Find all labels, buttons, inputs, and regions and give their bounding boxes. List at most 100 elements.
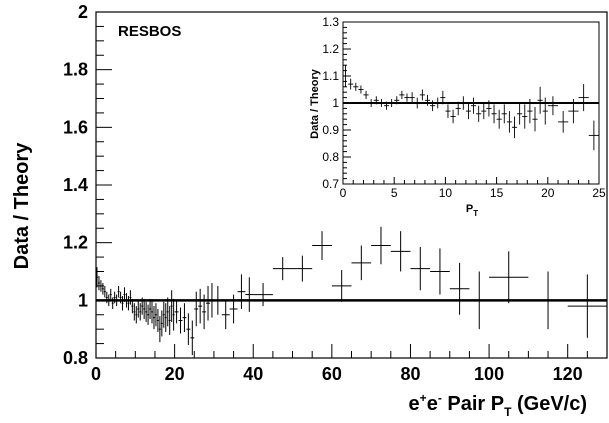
inset-data-point	[424, 94, 431, 106]
main-data-point	[331, 270, 352, 302]
main-data-point	[164, 303, 167, 333]
y-tick-label: 0.7	[322, 177, 339, 191]
main-data-point	[410, 246, 431, 291]
main-data-point	[168, 306, 171, 335]
main-data-point	[182, 303, 187, 333]
main-data-point	[186, 313, 191, 346]
inset-data-point	[491, 104, 497, 124]
y-tick-label: 1.4	[63, 175, 88, 195]
main-data-point	[123, 287, 126, 302]
y-tick-label: 0.8	[63, 348, 88, 368]
main-data-point	[166, 297, 169, 327]
inset-y-axis-title: Data / Theory	[309, 68, 321, 139]
main-data-point	[154, 303, 157, 327]
y-tick-label: 2	[78, 2, 88, 22]
main-data-point	[237, 274, 246, 309]
inset-data-point	[537, 86, 543, 114]
inset-data-point	[481, 103, 487, 120]
main-data-point	[105, 291, 108, 304]
main-data-point	[292, 255, 313, 282]
inset-data-point	[568, 98, 579, 124]
x-tick-label: 15	[490, 186, 504, 200]
main-data-point	[489, 251, 529, 304]
main-data-point	[253, 283, 273, 307]
main-data-point	[145, 301, 148, 322]
main-data-point	[469, 271, 490, 330]
x-tick-label: 0	[91, 364, 101, 384]
inset-data-point	[578, 84, 589, 112]
main-data-point	[143, 298, 146, 320]
inset-data-point	[506, 111, 512, 133]
y-tick-label: 1.3	[322, 15, 339, 29]
inset-data-point	[460, 96, 466, 110]
x-tick-label: 40	[243, 364, 263, 384]
main-data-point	[129, 290, 132, 305]
inset-data-point	[547, 96, 559, 116]
main-data-point	[430, 248, 450, 295]
main-data-point	[528, 271, 568, 330]
inset-data-point	[394, 96, 400, 105]
main-data-point	[198, 288, 203, 324]
main-data-points	[96, 226, 607, 356]
main-data-point	[131, 298, 134, 314]
main-data-point	[149, 298, 152, 320]
main-data-point	[103, 285, 106, 298]
main-data-point	[111, 297, 114, 309]
main-plot: 0 20 40 60 80 100 120 0.811.21.41.61.82 RESBOS…	[11, 2, 608, 419]
inset-data-point	[465, 103, 471, 120]
main-y-axis-ticks: 0.8 1 1.2 1.4 1.6 1.8 2	[63, 2, 112, 368]
y-tick-label: 1.8	[63, 60, 88, 80]
inset-data-point	[511, 116, 518, 139]
main-data-point	[160, 310, 163, 337]
inset-data-point	[409, 92, 415, 103]
main-data-point	[213, 285, 222, 315]
inset-data-point	[558, 111, 569, 133]
main-data-point	[206, 285, 210, 321]
inset-data-point	[383, 101, 390, 110]
inset-y-axis-ticks: 0.7 0.8 0.9 1 1.1 1.2 1.3	[322, 15, 351, 191]
x-tick-label: 100	[474, 364, 504, 384]
main-data-point	[229, 294, 238, 324]
inset-plot: 0 5 10 15 20 25 0.7 0.8 0.9 1 1.1 1.2 1.3 Data / Th…	[309, 15, 606, 218]
main-data-point	[170, 290, 173, 322]
main-data-point	[202, 294, 207, 330]
inset-x-axis-title: PT	[466, 203, 478, 218]
main-data-point	[312, 231, 332, 260]
main-data-point	[174, 300, 179, 324]
x-tick-label: 25	[592, 186, 606, 200]
x-tick-label: 20	[165, 364, 185, 384]
inset-data-point	[471, 97, 477, 114]
x-tick-label: 60	[322, 364, 342, 384]
inset-data-point	[450, 109, 456, 124]
inset-data-point	[373, 96, 379, 105]
inset-data-point	[517, 103, 523, 125]
main-x-axis-ticks: 0 20 40 60 80 100 120	[91, 344, 608, 384]
main-data-point	[141, 297, 144, 315]
inset-data-point	[486, 100, 492, 117]
inset-data-point	[368, 98, 374, 108]
x-tick-label: 20	[541, 186, 555, 200]
main-data-point	[221, 300, 230, 330]
inset-data-point	[542, 97, 548, 125]
main-data-point	[371, 226, 391, 265]
main-data-point	[113, 291, 116, 304]
inset-data-point	[455, 101, 461, 116]
x-tick-label: 120	[553, 364, 583, 384]
y-tick-label: 0.9	[322, 123, 339, 137]
inset-data-point	[440, 90, 446, 105]
main-data-point	[172, 298, 175, 331]
y-tick-label: 1.2	[63, 233, 88, 253]
main-data-point	[137, 300, 140, 318]
main-data-point	[97, 275, 100, 291]
y-tick-label: 1.1	[322, 69, 339, 83]
y-tick-label: 1.6	[63, 117, 88, 137]
inset-data-point	[358, 85, 364, 94]
main-data-point	[194, 291, 199, 327]
main-data-point	[115, 294, 118, 307]
x-tick-label: 80	[400, 364, 420, 384]
inset-data-point	[445, 104, 451, 118]
main-data-point	[135, 306, 138, 324]
inset-data-point	[389, 98, 395, 108]
main-data-point	[125, 293, 128, 308]
